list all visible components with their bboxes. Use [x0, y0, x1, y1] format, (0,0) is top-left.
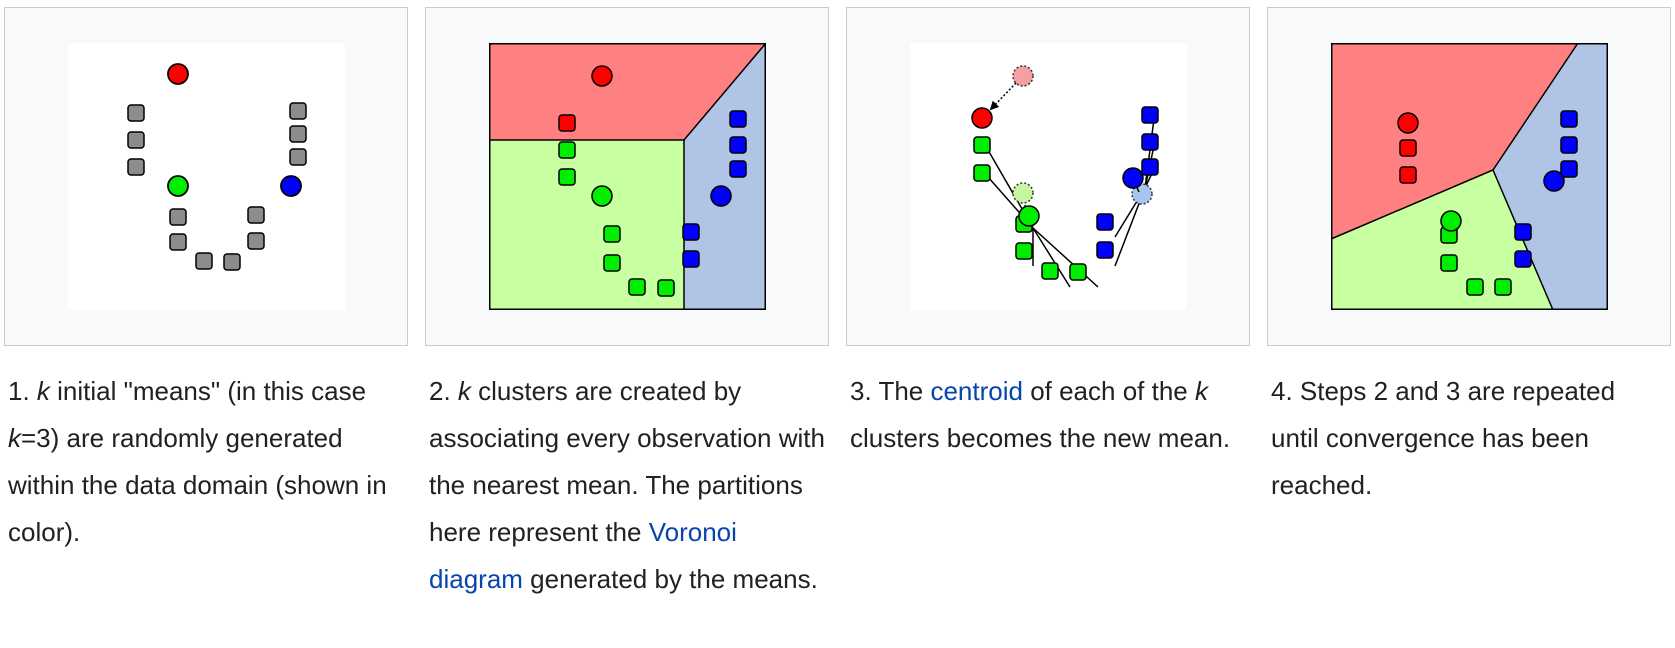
step-3-caption: 3. The centroid of each of the k cluster… [850, 368, 1246, 462]
step-2-illustration [489, 43, 766, 310]
new-mean-red [971, 107, 993, 129]
step-1-caption: 1. k initial "means" (in this case k=3) … [8, 368, 404, 556]
step-1-thumbnail[interactable] [4, 7, 408, 346]
step-4-caption: 4. Steps 2 and 3 are repeated until conv… [1271, 368, 1667, 509]
caption-text: initial "means" (in this case [49, 376, 367, 406]
observation-green [603, 254, 621, 272]
mean-green [167, 175, 189, 197]
observation [289, 148, 307, 166]
step-2-thumbnail[interactable] [425, 7, 829, 346]
caption-text: =3) are randomly generated within the da… [8, 423, 387, 547]
caption-text: of each of the [1022, 376, 1195, 406]
observation-red [1399, 166, 1417, 184]
observation-green [558, 168, 576, 186]
observation-green [558, 141, 576, 159]
step-number: 1. [8, 376, 30, 406]
observation-green [1440, 254, 1458, 272]
step-2-caption: 2. k clusters are created by associating… [429, 368, 825, 603]
step-4-thumbnail[interactable] [1267, 7, 1671, 346]
k-variable: k [1194, 376, 1208, 406]
step-3-thumbnail[interactable] [846, 7, 1250, 346]
observation [247, 206, 265, 224]
observation [289, 102, 307, 120]
observation-green [603, 225, 621, 243]
observation-blue [1514, 250, 1532, 268]
observation [169, 208, 187, 226]
mean-red [591, 65, 613, 87]
observation-blue [729, 160, 747, 178]
step-3-illustration [910, 43, 1187, 310]
observation-blue [1141, 133, 1159, 151]
caption-text: clusters becomes the new mean. [850, 423, 1231, 453]
observation-blue [729, 136, 747, 154]
voronoi-region-green [489, 140, 684, 310]
centroid-link[interactable]: centroid [930, 376, 1023, 406]
observation-blue [1560, 160, 1578, 178]
k-variable: k [457, 376, 471, 406]
observation-blue [729, 110, 747, 128]
observation-green [628, 278, 646, 296]
observation-green [1015, 242, 1033, 260]
mean-green [591, 185, 613, 207]
observation-blue [682, 250, 700, 268]
observation-green [1041, 262, 1059, 280]
observation [127, 131, 145, 149]
mean-blue [280, 175, 302, 197]
voronoi-region-blue [684, 43, 766, 310]
caption-text: The [871, 376, 931, 406]
step-number: 4. [1271, 376, 1293, 406]
observation-blue [1141, 106, 1159, 124]
mean-red [167, 63, 189, 85]
mean-red [1397, 112, 1419, 134]
caption-text: Steps 2 and 3 are repeated until converg… [1271, 376, 1616, 500]
step-1-illustration [68, 43, 345, 310]
observation-green [1069, 263, 1087, 281]
old-mean-green [1012, 182, 1034, 204]
observation [247, 232, 265, 250]
observation-red [558, 114, 576, 132]
caption-text: clusters are created by associating ever… [429, 376, 825, 547]
observation-red [1399, 139, 1417, 157]
observation-blue [1141, 158, 1159, 176]
new-mean-green [1018, 205, 1040, 227]
observation-green [1466, 278, 1484, 296]
voronoi-diagram-link[interactable]: Voronoi diagram [429, 517, 737, 594]
mean-green [1440, 210, 1462, 232]
step-number: 3. [850, 376, 872, 406]
observation [289, 125, 307, 143]
observation-green [1494, 278, 1512, 296]
mean-blue [710, 185, 732, 207]
voronoi-region-red [489, 43, 766, 140]
observation-blue [1560, 110, 1578, 128]
observation-blue [682, 223, 700, 241]
observation-blue [1096, 213, 1114, 231]
observation [195, 252, 213, 270]
observation-green [657, 279, 675, 297]
observation [169, 233, 187, 251]
step-number: 2. [429, 376, 451, 406]
observation [223, 253, 241, 271]
observation-blue [1514, 223, 1532, 241]
observation-green [973, 136, 991, 154]
observation [127, 158, 145, 176]
voronoi-region-red [1331, 43, 1578, 239]
caption-text: generated by the means. [522, 564, 818, 594]
observation [127, 104, 145, 122]
observation-blue [1096, 241, 1114, 259]
k-variable: k [36, 376, 50, 406]
observation-green [973, 164, 991, 182]
old-mean-red [1012, 65, 1034, 87]
step-4-illustration [1331, 43, 1608, 310]
k-variable: k [8, 423, 21, 453]
observation-blue [1560, 136, 1578, 154]
new-mean-blue [1122, 167, 1144, 189]
mean-blue [1543, 170, 1565, 192]
